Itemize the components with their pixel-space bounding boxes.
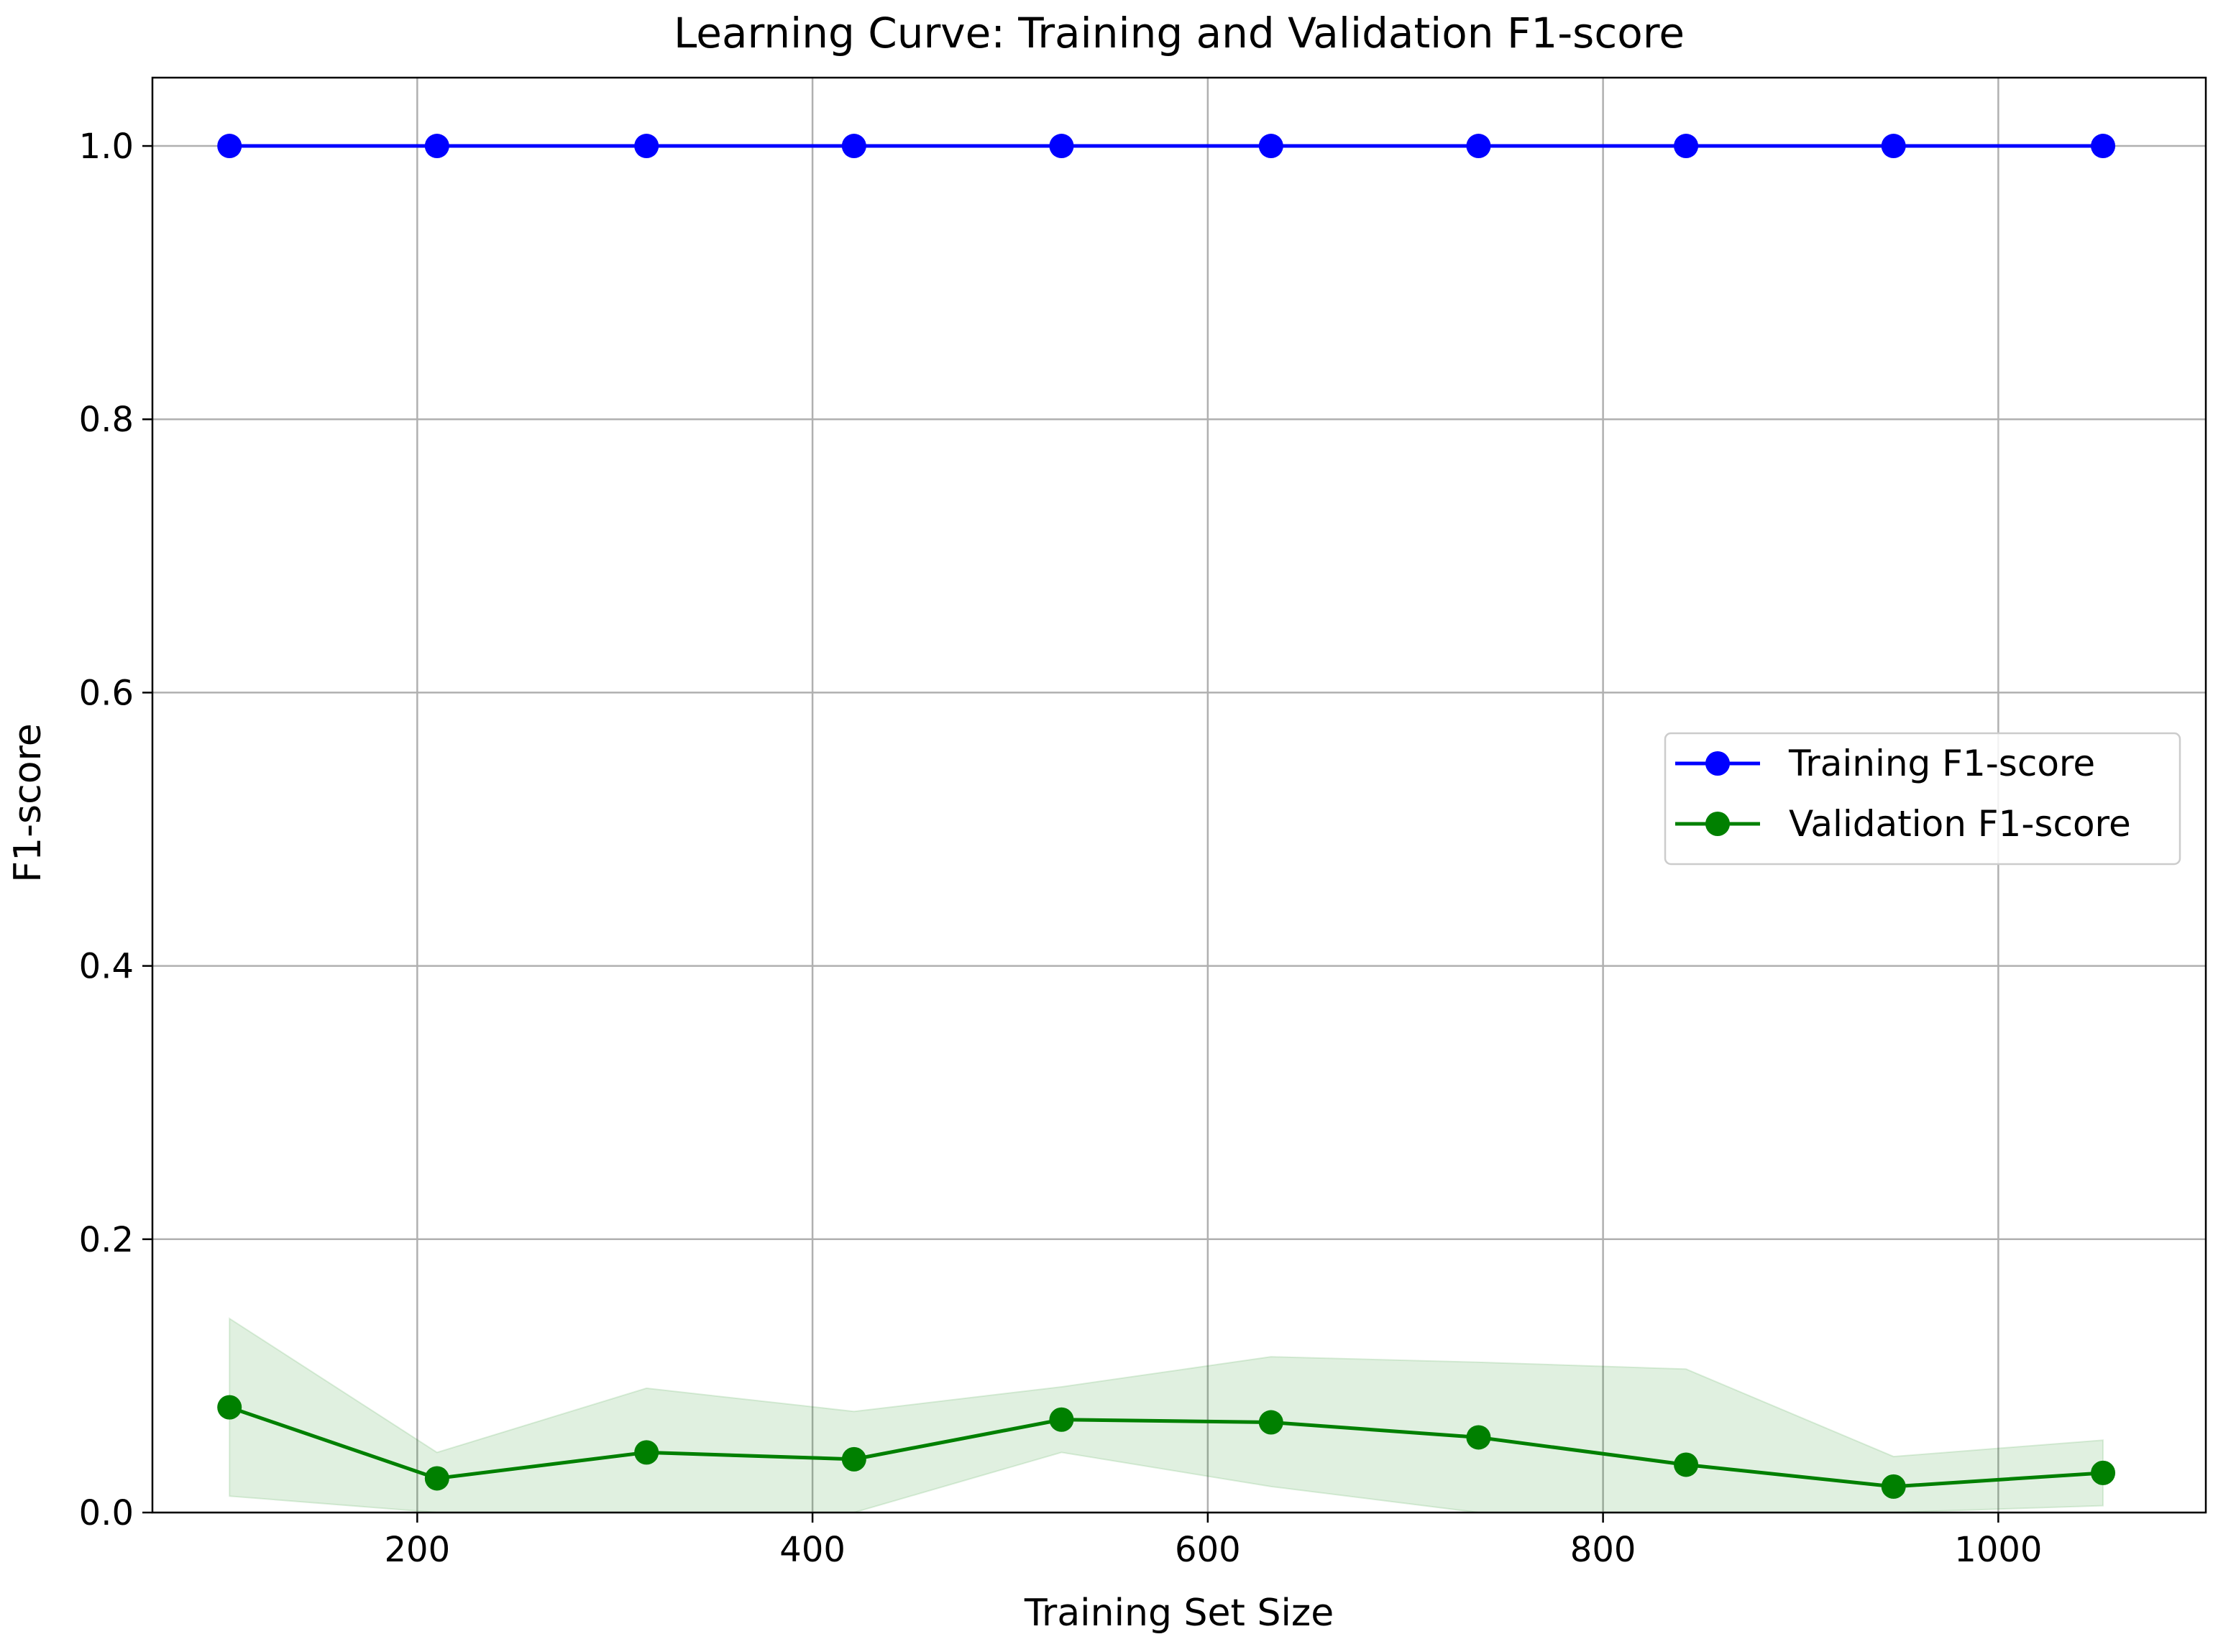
plot-frame: [151, 76, 2207, 1514]
training-f1-score-point: [841, 134, 866, 159]
legend-box: [1664, 732, 2181, 866]
validation-f1-score-point: [1674, 1452, 1699, 1477]
legend: Training F1-score Validation F1-score: [1664, 732, 2181, 866]
training-f1-score-point: [1049, 134, 1074, 159]
x-tick-label: 400: [779, 1530, 846, 1570]
validation-f1-score-point: [1881, 1474, 1906, 1499]
validation-f1-score-point: [634, 1440, 659, 1465]
training-f1-score-point: [1674, 134, 1699, 159]
validation-f1-score-line: [229, 1405, 2104, 1489]
x-axis-label: Training Set Size: [1024, 1592, 1334, 1635]
training-f1-score-point: [1881, 134, 1906, 159]
legend-marker: [1705, 751, 1730, 776]
validation-f1-score-point: [424, 1466, 449, 1491]
y-tick-label: 0.8: [79, 400, 134, 440]
x-tick-label: 800: [1570, 1530, 1636, 1570]
training-f1-score-point: [1258, 134, 1283, 159]
training-f1-score-point: [634, 134, 659, 159]
y-tick-label: 0.4: [79, 947, 134, 987]
training-f1-score-point: [217, 134, 242, 159]
legend-label: Validation F1-score: [1789, 803, 2131, 845]
y-tick-label: 0.2: [79, 1220, 134, 1260]
y-tick-label: 0.0: [79, 1493, 134, 1533]
training-f1-score-point: [1466, 134, 1491, 159]
training-f1-score-point: [424, 134, 449, 159]
x-tick-label: 1000: [1954, 1530, 2042, 1570]
y-tick-label: 0.6: [79, 673, 134, 713]
legend-label: Training F1-score: [1788, 743, 2095, 784]
validation-f1-score-point: [217, 1395, 242, 1420]
tick-layer: 200 400 600 800 1000 0.0 0.2 0.4 0.6 0.8 1.0: [79, 127, 2043, 1570]
x-tick-label: 600: [1175, 1530, 1241, 1570]
validation-f1-score-point: [1258, 1410, 1283, 1435]
series-layer: [217, 134, 2116, 1499]
validation-f1-score-point: [841, 1446, 866, 1472]
validation-f1-score-point: [2091, 1460, 2116, 1485]
y-tick-label: 1.0: [79, 127, 134, 167]
legend-marker: [1705, 812, 1730, 836]
training-f1-score-point: [2091, 134, 2116, 159]
validation-f1-score-point: [1466, 1425, 1491, 1450]
validation-f1-score-point: [1049, 1407, 1074, 1432]
chart-title: Learning Curve: Training and Validation …: [674, 9, 1685, 58]
y-axis-label: F1-score: [6, 723, 50, 882]
x-tick-label: 200: [385, 1530, 451, 1570]
